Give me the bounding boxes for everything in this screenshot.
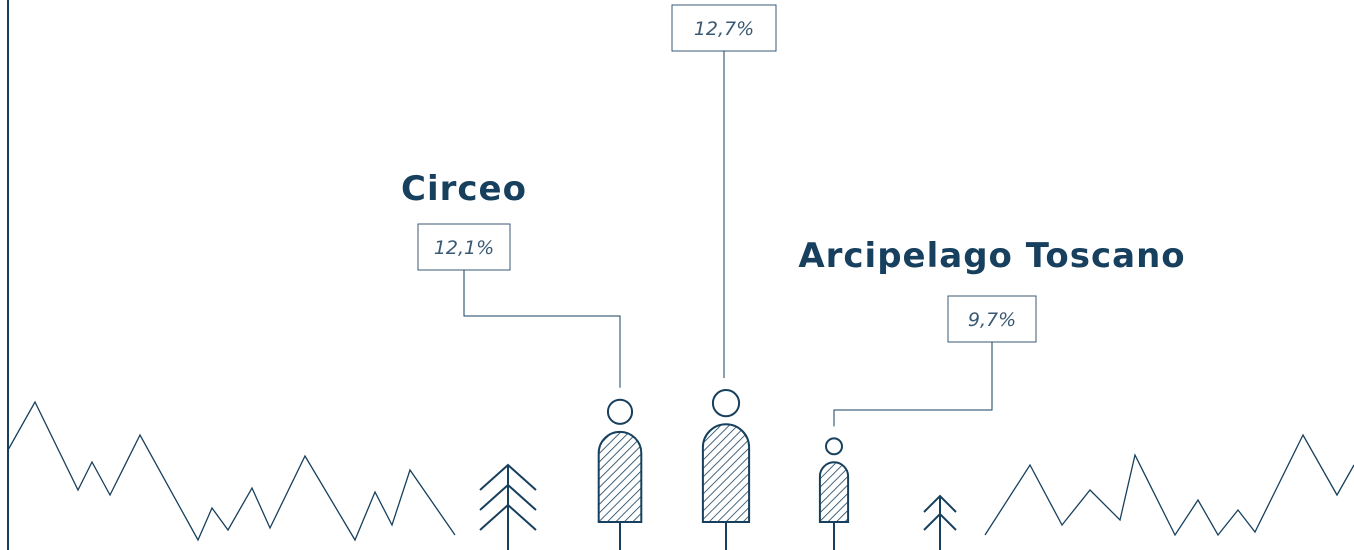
value-label: 12,7% (694, 18, 754, 40)
figure-body (597, 430, 643, 523)
tree-large (479, 463, 537, 550)
figure-head (825, 437, 843, 456)
mountains-left (7, 400, 456, 542)
figure-head (606, 398, 634, 425)
figure-body (818, 461, 850, 523)
figures: 12,1% Circeo 12,7% 9,7% Arcipelago Toscano (401, 4, 1185, 550)
value-label: 12,1% (434, 237, 494, 259)
category-title: Circeo (401, 169, 527, 209)
figure-head (711, 389, 741, 418)
figure-body (701, 423, 751, 523)
connector (833, 342, 993, 427)
mountains-right (984, 433, 1354, 537)
connector (463, 270, 621, 388)
value-label: 9,7% (968, 309, 1016, 331)
tree-small (923, 494, 957, 550)
category-title: Arcipelago Toscano (798, 236, 1185, 276)
